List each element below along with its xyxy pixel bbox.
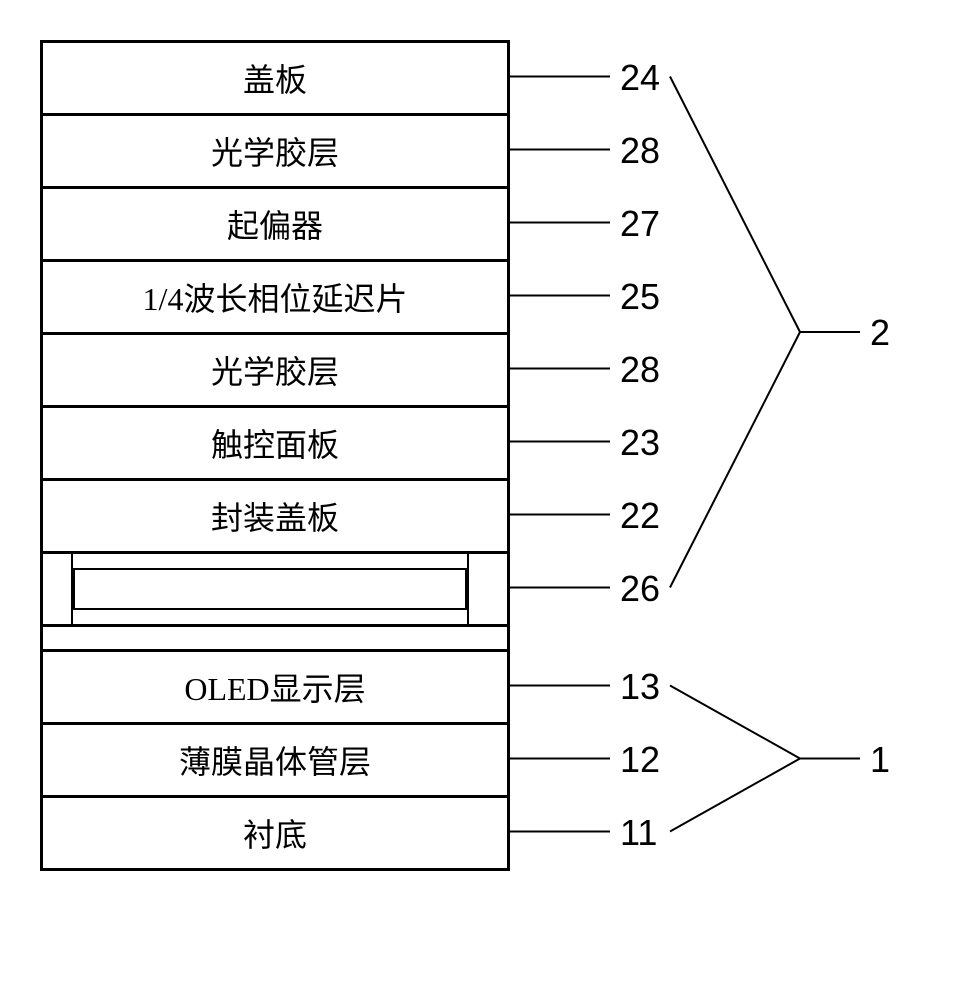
layer-number-label: 22 bbox=[620, 495, 660, 537]
layer-row: 薄膜晶体管层 bbox=[43, 725, 507, 798]
layer-number-label: 26 bbox=[620, 568, 660, 610]
layer-number-label: 12 bbox=[620, 739, 660, 781]
layer-row: 起偏器 bbox=[43, 189, 507, 262]
layer-number-label: 24 bbox=[620, 57, 660, 99]
layer-row: 光学胶层 bbox=[43, 335, 507, 408]
layer-row: 封装盖板 bbox=[43, 481, 507, 554]
layer-row: 衬底 bbox=[43, 798, 507, 871]
gap-layer bbox=[43, 627, 507, 652]
layer-number-label: 23 bbox=[620, 422, 660, 464]
layer-number-label: 13 bbox=[620, 666, 660, 708]
layer-row: OLED显示层 bbox=[43, 652, 507, 725]
layer-stack-diagram: 盖板光学胶层起偏器1/4波长相位延迟片光学胶层触控面板封装盖板OLED显示层薄膜… bbox=[20, 20, 940, 980]
group-label: 1 bbox=[870, 739, 890, 781]
layer-number-label: 28 bbox=[620, 349, 660, 391]
layer-row: 光学胶层 bbox=[43, 116, 507, 189]
layer-row: 盖板 bbox=[43, 43, 507, 116]
layer-stack: 盖板光学胶层起偏器1/4波长相位延迟片光学胶层触控面板封装盖板OLED显示层薄膜… bbox=[40, 40, 510, 871]
layer-number-label: 11 bbox=[620, 812, 657, 854]
layer-number-label: 27 bbox=[620, 203, 660, 245]
group-label: 2 bbox=[870, 312, 890, 354]
layer-row: 1/4波长相位延迟片 bbox=[43, 262, 507, 335]
layer-number-label: 28 bbox=[620, 130, 660, 172]
layer-number-label: 25 bbox=[620, 276, 660, 318]
spacer-layer bbox=[43, 554, 507, 627]
layer-row: 触控面板 bbox=[43, 408, 507, 481]
